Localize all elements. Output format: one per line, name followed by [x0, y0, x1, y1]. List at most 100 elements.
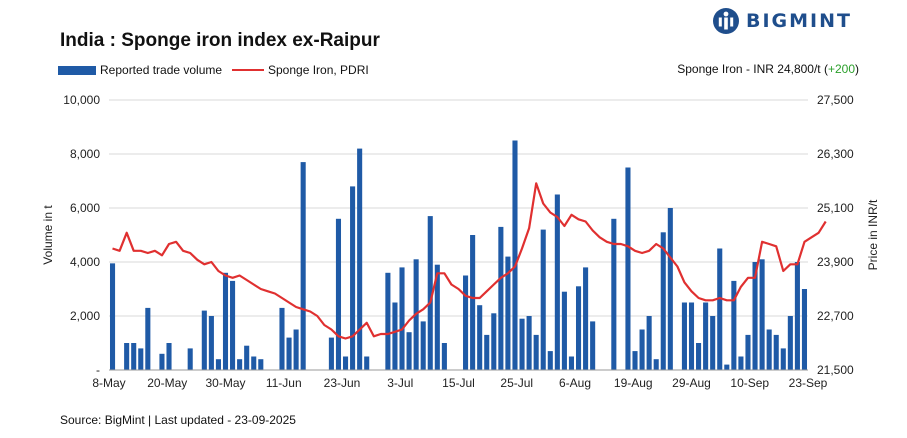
- volume-bar: [731, 280, 737, 370]
- x-tick-label: 15-Jul: [442, 376, 475, 390]
- chart-title: India : Sponge iron index ex-Raipur: [60, 30, 380, 51]
- volume-bar: [138, 348, 144, 370]
- y-left-tick-label: 10,000: [63, 93, 100, 107]
- volume-bar: [773, 334, 779, 370]
- y-right-tick-label: 21,500: [817, 363, 854, 377]
- volume-bar: [688, 302, 695, 370]
- x-tick-label: 29-Aug: [672, 376, 711, 390]
- legend-swatch-line: [232, 69, 264, 71]
- x-tick-label: 20-May: [147, 376, 187, 390]
- volume-bar: [124, 343, 130, 370]
- volume-bar: [131, 343, 137, 370]
- volume-bar: [681, 302, 687, 370]
- volume-bar: [632, 351, 638, 370]
- volume-bar: [696, 343, 702, 370]
- volume-bar: [399, 267, 405, 370]
- volume-bar: [350, 186, 356, 370]
- volume-bar: [759, 259, 765, 370]
- volume-bar: [625, 167, 631, 370]
- volume-bar: [710, 316, 716, 370]
- volume-bar: [470, 235, 476, 370]
- volume-bar: [484, 334, 490, 370]
- price-note-end: ): [855, 62, 859, 76]
- volume-bar: [724, 364, 730, 370]
- x-tick-label: 6-Aug: [559, 376, 591, 390]
- volume-bar: [583, 267, 589, 370]
- line-series: [112, 182, 827, 340]
- volume-bar: [244, 345, 250, 370]
- volume-bar: [145, 307, 151, 370]
- y-left-tick-label: 6,000: [70, 201, 100, 215]
- volume-bar: [703, 302, 709, 370]
- volume-bar: [222, 272, 229, 370]
- volume-bar: [801, 289, 808, 370]
- volume-bar: [519, 318, 525, 370]
- volume-bar: [406, 332, 412, 370]
- volume-bar: [717, 248, 723, 370]
- volume-bar: [590, 321, 596, 370]
- volume-bar: [357, 148, 363, 370]
- volume-bar: [293, 329, 299, 370]
- volume-bar: [230, 280, 236, 370]
- volume-bar: [109, 263, 116, 370]
- volume-bar: [780, 348, 786, 370]
- bigmint-logo-icon: [713, 8, 739, 34]
- volume-bar: [646, 316, 652, 370]
- legend-item-price: Sponge Iron, PDRI: [232, 63, 369, 77]
- volume-bar: [427, 216, 433, 370]
- logo-text: BIGMINT: [746, 10, 852, 32]
- volume-bar: [300, 162, 306, 370]
- volume-bar: [463, 275, 469, 370]
- volume-bar: [258, 359, 264, 370]
- axes: - 21,500 2,000 22,700 4,000 23,900 6,000 25,100…: [41, 93, 880, 390]
- volume-bar: [208, 316, 214, 370]
- volume-bar: [653, 359, 659, 370]
- volume-bar: [279, 307, 285, 370]
- volume-bar: [215, 359, 221, 370]
- volume-bar: [611, 218, 617, 370]
- volume-bar: [526, 316, 532, 370]
- volume-bar: [364, 356, 370, 370]
- volume-bar: [385, 272, 391, 370]
- volume-bar: [159, 353, 165, 370]
- y-left-tick-label: 2,000: [70, 309, 100, 323]
- bigmint-logo: BIGMINT: [712, 6, 852, 36]
- y-left-axis-title: Volume in t: [41, 205, 55, 265]
- volume-bar: [166, 343, 172, 370]
- volume-bar: [251, 356, 257, 370]
- volume-bar: [547, 351, 553, 370]
- y-left-tick-label: -: [96, 363, 100, 377]
- x-tick-label: 10-Sep: [730, 376, 769, 390]
- volume-bar: [660, 232, 666, 370]
- y-left-tick-label: 4,000: [70, 255, 100, 269]
- volume-bar: [540, 229, 546, 370]
- volume-bar: [561, 291, 567, 370]
- volume-bar: [745, 334, 751, 370]
- bar-series: [109, 140, 808, 370]
- volume-bar: [787, 316, 793, 370]
- volume-bar: [554, 194, 560, 370]
- source-note: Source: BigMint | Last updated - 23-09-2…: [60, 413, 296, 427]
- y-right-tick-label: 26,300: [817, 147, 854, 161]
- volume-bar: [328, 337, 334, 370]
- y-right-tick-label: 23,900: [817, 255, 854, 269]
- volume-bar: [286, 337, 292, 370]
- volume-bar: [794, 262, 800, 370]
- legend-label-volume: Reported trade volume: [100, 63, 223, 77]
- volume-bar: [533, 334, 539, 370]
- volume-bar: [392, 302, 398, 370]
- x-tick-label: 25-Jul: [500, 376, 533, 390]
- volume-bar: [512, 140, 518, 370]
- price-note: Sponge Iron - INR 24,800/t (+200): [677, 62, 859, 76]
- price-note-text: Sponge Iron - INR 24,800/t (: [677, 62, 828, 76]
- volume-bar: [639, 329, 645, 370]
- x-tick-label: 23-Jun: [324, 376, 361, 390]
- volume-bar: [575, 286, 582, 370]
- volume-bar: [667, 208, 673, 370]
- legend-label-price: Sponge Iron, PDRI: [268, 63, 369, 77]
- volume-bar: [420, 321, 426, 370]
- y-right-tick-label: 22,700: [817, 309, 854, 323]
- volume-bar: [201, 310, 207, 370]
- x-tick-label: 23-Sep: [789, 376, 828, 390]
